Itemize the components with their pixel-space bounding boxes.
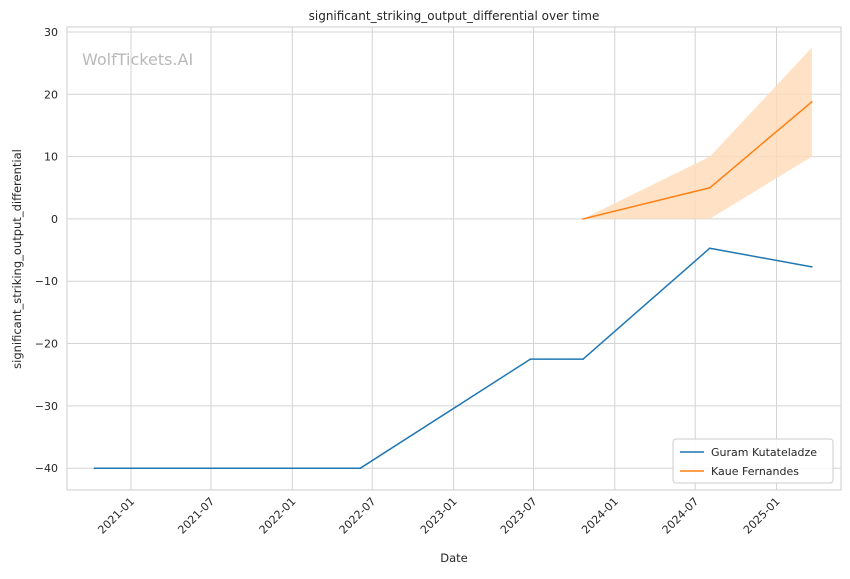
y-tick-label: −40 xyxy=(35,462,58,475)
y-tick-label: −30 xyxy=(35,400,58,413)
data-point xyxy=(582,218,584,220)
data-point xyxy=(811,100,813,103)
x-tick-label: 2023-01 xyxy=(418,495,460,537)
data-point xyxy=(708,186,711,189)
y-tick-label: 0 xyxy=(51,213,58,226)
chart-title: significant_striking_output_differential… xyxy=(309,9,600,23)
y-axis-label: significant_striking_output_differential xyxy=(10,149,24,369)
y-tick-label: 10 xyxy=(44,151,58,164)
y-tick-label: −20 xyxy=(35,338,58,351)
band-layer xyxy=(583,47,812,219)
data-point xyxy=(359,467,362,469)
x-tick-label: 2021-01 xyxy=(95,495,137,537)
legend-label-kaue-fernandes: Kaue Fernandes xyxy=(711,465,799,478)
x-tick-label: 2025-01 xyxy=(741,495,783,537)
data-point xyxy=(811,266,813,268)
y-tick-labels: 30 20 10 0 −10 −20 −30 −40 xyxy=(35,26,58,475)
x-tick-label: 2023-07 xyxy=(498,495,540,537)
legend-label-guram-kutateladze: Guram Kutateladze xyxy=(711,446,817,459)
x-tick-label: 2024-07 xyxy=(660,495,702,537)
legend: Guram Kutateladze Kaue Fernandes xyxy=(672,438,834,484)
series-line-0 xyxy=(94,247,812,469)
x-axis-label: Date xyxy=(440,551,468,565)
y-tick-label: 30 xyxy=(44,26,58,39)
data-point xyxy=(708,247,711,250)
legend-box xyxy=(672,438,834,484)
x-tick-label: 2024-01 xyxy=(579,495,621,537)
data-point xyxy=(93,467,96,469)
grid-layer xyxy=(67,27,841,490)
x-tick-label: 2022-01 xyxy=(257,495,299,537)
data-point xyxy=(529,358,532,360)
watermark: WolfTickets.AI xyxy=(82,50,193,69)
x-tick-label: 2022-07 xyxy=(337,495,379,537)
confidence-band-1 xyxy=(583,47,812,219)
data-point xyxy=(582,358,584,360)
y-tick-label: 20 xyxy=(44,88,58,101)
line-layer xyxy=(93,100,813,469)
y-tick-label: −10 xyxy=(35,275,58,288)
x-tick-label: 2021-07 xyxy=(175,495,217,537)
x-tick-labels: 2021-01 2021-07 2022-01 2022-07 2023-01 2023-… xyxy=(95,495,782,537)
